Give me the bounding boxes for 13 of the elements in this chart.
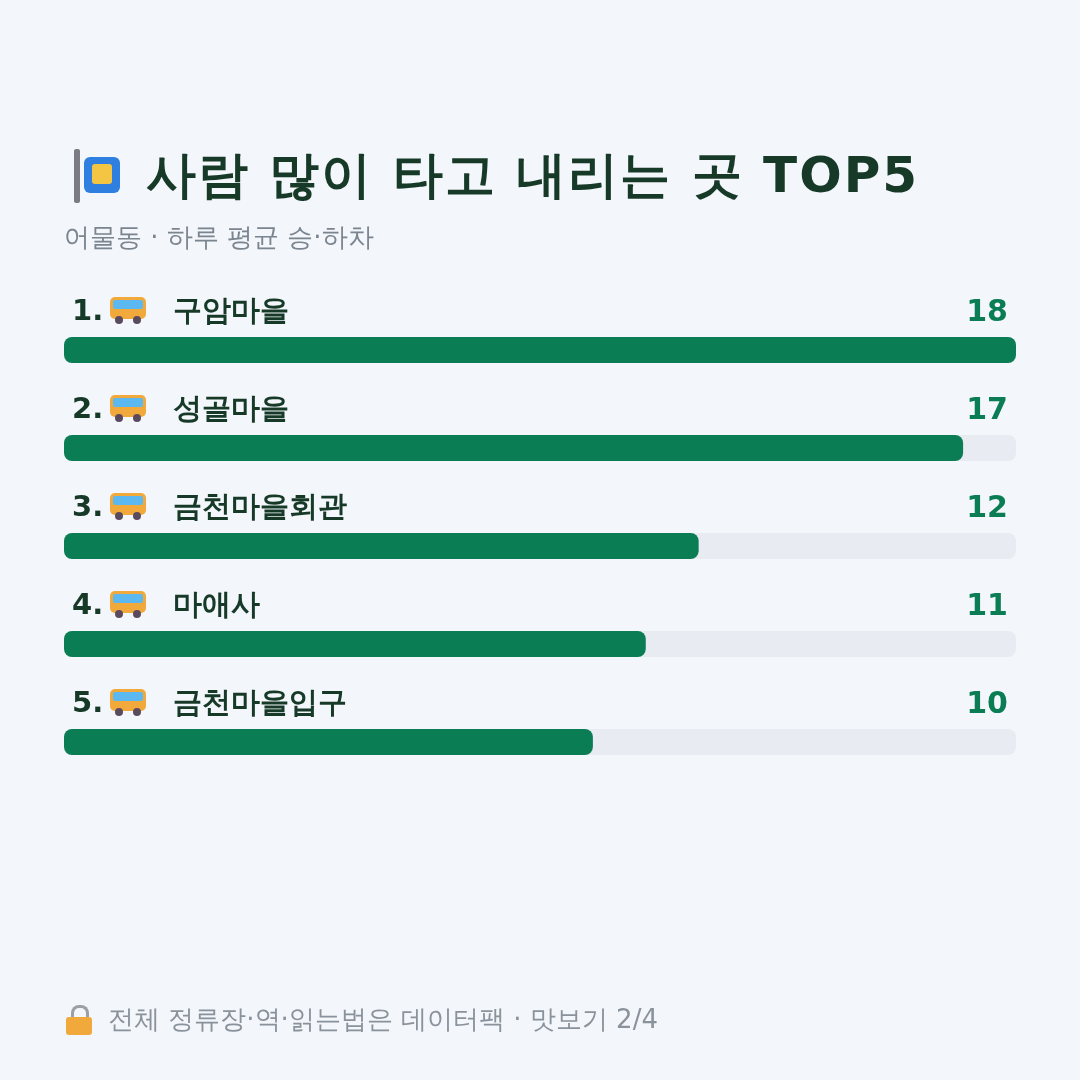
chart-title: 사람 많이 타고 내리는 곳 TOP5: [146, 145, 920, 206]
data-label: 10: [966, 684, 1008, 720]
data-label: 18: [966, 292, 1008, 328]
data-label: 17: [966, 390, 1008, 426]
category-label: 3. 금천마을회관: [72, 489, 347, 523]
data-label: 11: [966, 586, 1008, 622]
data-label: 12: [966, 488, 1008, 524]
category-label: 1. 구암마을: [72, 293, 289, 327]
category-label: 5. 금천마을입구: [72, 685, 347, 719]
chart-subtitle: 어물동 · 하루 평균 승·하차: [64, 221, 374, 254]
category-label: 2. 성골마을: [72, 391, 289, 425]
category-label: 4. 마애사: [72, 587, 260, 621]
text: 전체 정류장·역·읽는법은 데이터팩 · 맛보기 2/4: [108, 1003, 658, 1036]
